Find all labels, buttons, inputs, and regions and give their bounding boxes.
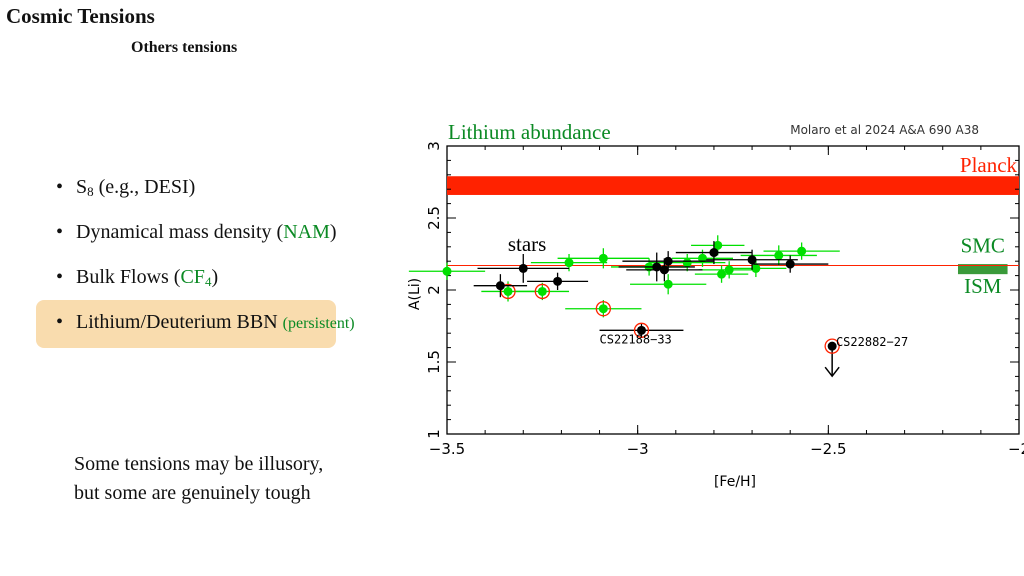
black-data-point xyxy=(747,255,757,265)
x-tick-label: −3.5 xyxy=(429,440,465,458)
chart-title: Lithium abundance xyxy=(448,120,611,144)
closing-note: Some tensions may be illusory, but some … xyxy=(74,450,323,508)
y-tick-label: 1.5 xyxy=(425,350,443,374)
green-data-point xyxy=(503,286,513,296)
green-data-point xyxy=(774,250,784,260)
band-label-smc: SMC xyxy=(961,234,1005,258)
x-tick-label: −2.5 xyxy=(810,440,846,458)
y-tick-label: 2 xyxy=(425,285,443,295)
black-data-point xyxy=(709,248,719,258)
note-line-2: but some are genuinely tough xyxy=(74,482,311,504)
x-axis-label: [Fe/H] xyxy=(714,474,756,490)
black-data-point xyxy=(553,276,563,286)
bullet-dynamical-mass: Dynamical mass density (NAM) xyxy=(52,217,355,262)
star-annotation: CS22188−33 xyxy=(600,332,672,346)
bullet-s8: S8 (e.g., DESI) xyxy=(52,172,355,217)
band-label-stars: stars xyxy=(508,232,547,256)
note-line-1: Some tensions may be illusory, xyxy=(74,453,324,475)
green-data-point xyxy=(751,263,761,273)
green-data-point xyxy=(682,258,692,268)
upper-limit-arrowhead xyxy=(824,366,840,378)
y-axis-label: A(Li) xyxy=(407,278,423,310)
highlight-ring xyxy=(633,322,650,338)
green-data-point xyxy=(442,266,452,276)
black-data-point xyxy=(663,256,673,266)
black-data-point xyxy=(495,281,505,291)
bullet-s8-text: S xyxy=(76,176,88,198)
band-region-1 xyxy=(957,264,1008,275)
bullet-s8-suffix: (e.g., DESI) xyxy=(93,176,196,198)
green-data-point xyxy=(797,246,807,256)
lithium-abundance-chart: Lithium abundance Molaro et al 2024 A&A … xyxy=(407,120,1024,490)
highlight-ring xyxy=(595,301,611,317)
slide-title: Cosmic Tensions xyxy=(6,4,155,28)
green-data-point xyxy=(598,304,608,314)
bullet-bulk-flows-text: Bulk Flows ( xyxy=(76,266,181,288)
highlight-ring xyxy=(824,338,840,354)
bullet-nam-label: NAM xyxy=(283,221,330,243)
bullet-dynamical-mass-text: Dynamical mass density ( xyxy=(76,221,284,243)
green-data-point xyxy=(564,258,574,268)
plot-area: −3.5 −3 −2.5 −2 1 1.5 2 2.5 3 Planck SMC ISM stars CS… xyxy=(408,141,1024,458)
bullet-persistent-label: (persistent) xyxy=(282,315,355,332)
bullet-bulk-flows-suffix: ) xyxy=(211,266,219,288)
band-label-planck: Planck xyxy=(960,153,1018,177)
chart-citation: Molaro et al 2024 A&A 690 A38 xyxy=(790,123,979,137)
black-data-point xyxy=(518,263,528,273)
green-data-point xyxy=(663,279,673,289)
bullet-dynamical-mass-suffix: ) xyxy=(329,221,337,243)
slide-subtitle: Others tensions xyxy=(131,39,238,56)
y-tick-label: 1 xyxy=(425,429,443,439)
x-tick-label: −3 xyxy=(627,440,649,458)
star-annotation: CS22882−27 xyxy=(836,335,908,349)
band-planck xyxy=(447,176,1019,195)
y-tick-label: 3 xyxy=(425,141,443,151)
black-data-point xyxy=(827,341,837,351)
tension-bullet-list: S8 (e.g., DESI) Dynamical mass density (… xyxy=(36,172,355,352)
x-tick-label: −2 xyxy=(1008,440,1024,458)
bullet-lithium-text: Lithium/Deuterium BBN xyxy=(76,311,283,333)
bullet-cf4-label: CF4 xyxy=(180,266,212,289)
black-data-point xyxy=(636,325,646,335)
y-tick-label: 2.5 xyxy=(425,206,443,230)
green-data-point xyxy=(717,269,727,279)
green-data-point xyxy=(724,265,734,275)
black-data-point xyxy=(659,265,669,275)
black-data-point xyxy=(785,259,795,269)
highlight-ring xyxy=(534,283,550,300)
bullet-lithium-bbn: Lithium/Deuterium BBN (persistent) xyxy=(36,300,355,352)
green-data-point xyxy=(537,286,547,296)
bullet-cf-subscript: 4 xyxy=(204,274,212,289)
band-label-ism: ISM xyxy=(964,274,1002,298)
green-data-point xyxy=(713,240,723,250)
bullet-bulk-flows: Bulk Flows (CF4) xyxy=(52,262,355,307)
green-data-point xyxy=(598,253,608,263)
bullet-cf-text: CF xyxy=(180,266,205,288)
bullet-s8-subscript: 8 xyxy=(87,184,94,199)
